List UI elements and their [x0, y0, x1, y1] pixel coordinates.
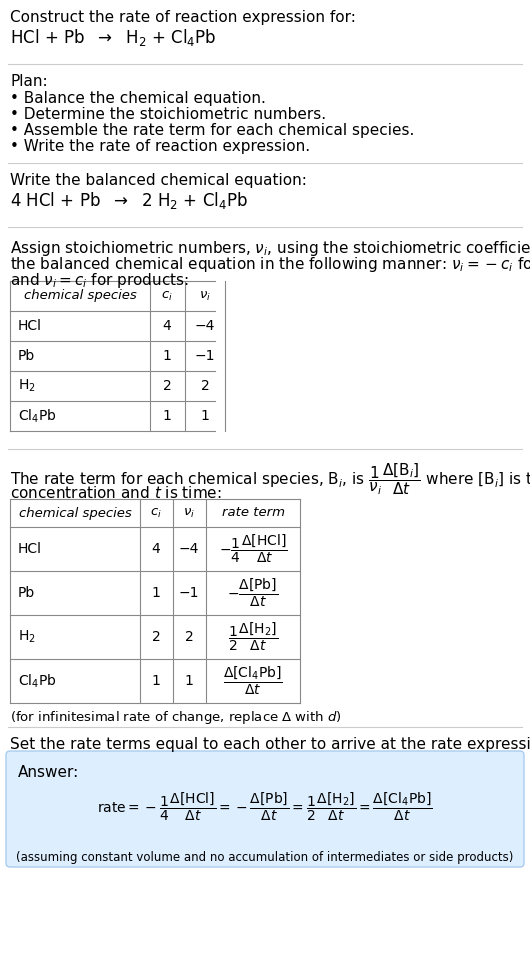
Text: $\nu_i$: $\nu_i$ — [183, 507, 195, 519]
Text: $c_i$: $c_i$ — [161, 290, 173, 303]
Text: 2: 2 — [163, 379, 171, 393]
Text: 4: 4 — [163, 319, 171, 333]
Text: chemical species: chemical species — [24, 290, 136, 303]
Text: chemical species: chemical species — [19, 507, 131, 519]
FancyBboxPatch shape — [6, 751, 524, 867]
Text: rate term: rate term — [222, 507, 285, 519]
Text: H$_2$: H$_2$ — [18, 629, 36, 645]
Text: $\dfrac{1}{2}\dfrac{\Delta[\mathrm{H_2}]}{\Delta t}$: $\dfrac{1}{2}\dfrac{\Delta[\mathrm{H_2}]… — [228, 621, 278, 653]
Text: Cl$_4$Pb: Cl$_4$Pb — [18, 407, 57, 425]
Text: 4 HCl + Pb  $\rightarrow$  2 H$_2$ + Cl$_4$Pb: 4 HCl + Pb $\rightarrow$ 2 H$_2$ + Cl$_4… — [10, 190, 248, 211]
Text: • Balance the chemical equation.: • Balance the chemical equation. — [10, 91, 266, 106]
Text: 1: 1 — [184, 674, 193, 688]
Text: Write the balanced chemical equation:: Write the balanced chemical equation: — [10, 173, 307, 188]
Text: Pb: Pb — [18, 349, 36, 363]
Text: $\mathrm{rate} = -\dfrac{1}{4}\dfrac{\Delta[\mathrm{HCl}]}{\Delta t} = -\dfrac{\: $\mathrm{rate} = -\dfrac{1}{4}\dfrac{\De… — [97, 791, 433, 823]
Text: 2: 2 — [201, 379, 209, 393]
Text: $-\dfrac{1}{4}\dfrac{\Delta[\mathrm{HCl}]}{\Delta t}$: $-\dfrac{1}{4}\dfrac{\Delta[\mathrm{HCl}… — [219, 533, 287, 565]
Text: Assign stoichiometric numbers, $\nu_i$, using the stoichiometric coefficients, $: Assign stoichiometric numbers, $\nu_i$, … — [10, 239, 530, 258]
Text: $\dfrac{\Delta[\mathrm{Cl_4Pb}]}{\Delta t}$: $\dfrac{\Delta[\mathrm{Cl_4Pb}]}{\Delta … — [223, 665, 283, 697]
Text: • Determine the stoichiometric numbers.: • Determine the stoichiometric numbers. — [10, 107, 326, 122]
Text: $-\dfrac{\Delta[\mathrm{Pb}]}{\Delta t}$: $-\dfrac{\Delta[\mathrm{Pb}]}{\Delta t}$ — [227, 577, 279, 609]
Text: HCl + Pb  $\rightarrow$  H$_2$ + Cl$_4$Pb: HCl + Pb $\rightarrow$ H$_2$ + Cl$_4$Pb — [10, 27, 216, 48]
Text: $\nu_i$: $\nu_i$ — [199, 290, 211, 303]
Text: HCl: HCl — [18, 319, 42, 333]
Text: Construct the rate of reaction expression for:: Construct the rate of reaction expressio… — [10, 10, 356, 25]
Text: −4: −4 — [179, 542, 199, 556]
Text: 1: 1 — [200, 409, 209, 423]
Text: $c_i$: $c_i$ — [150, 507, 162, 519]
Text: 2: 2 — [184, 630, 193, 644]
Text: −1: −1 — [195, 349, 215, 363]
Text: 1: 1 — [163, 409, 171, 423]
Text: 4: 4 — [152, 542, 161, 556]
Text: Answer:: Answer: — [18, 765, 80, 780]
Text: (assuming constant volume and no accumulation of intermediates or side products): (assuming constant volume and no accumul… — [16, 851, 514, 864]
Text: HCl: HCl — [18, 542, 42, 556]
Text: −4: −4 — [195, 319, 215, 333]
Text: • Write the rate of reaction expression.: • Write the rate of reaction expression. — [10, 139, 310, 154]
Text: Set the rate terms equal to each other to arrive at the rate expression:: Set the rate terms equal to each other t… — [10, 737, 530, 752]
Text: 1: 1 — [152, 674, 161, 688]
Text: concentration and $t$ is time:: concentration and $t$ is time: — [10, 485, 222, 501]
Text: 1: 1 — [163, 349, 171, 363]
Text: Pb: Pb — [18, 586, 36, 600]
Text: Plan:: Plan: — [10, 74, 48, 89]
Text: −1: −1 — [179, 586, 199, 600]
Text: the balanced chemical equation in the following manner: $\nu_i = -c_i$ for react: the balanced chemical equation in the fo… — [10, 255, 530, 274]
Text: 2: 2 — [152, 630, 161, 644]
Text: The rate term for each chemical species, B$_i$, is $\dfrac{1}{\nu_i}\dfrac{\Delt: The rate term for each chemical species,… — [10, 461, 530, 497]
Text: and $\nu_i = c_i$ for products:: and $\nu_i = c_i$ for products: — [10, 271, 189, 290]
Text: • Assemble the rate term for each chemical species.: • Assemble the rate term for each chemic… — [10, 123, 414, 138]
Text: 1: 1 — [152, 586, 161, 600]
Text: H$_2$: H$_2$ — [18, 378, 36, 394]
Text: (for infinitesimal rate of change, replace Δ with $d$): (for infinitesimal rate of change, repla… — [10, 709, 342, 726]
Text: Cl$_4$Pb: Cl$_4$Pb — [18, 672, 57, 690]
